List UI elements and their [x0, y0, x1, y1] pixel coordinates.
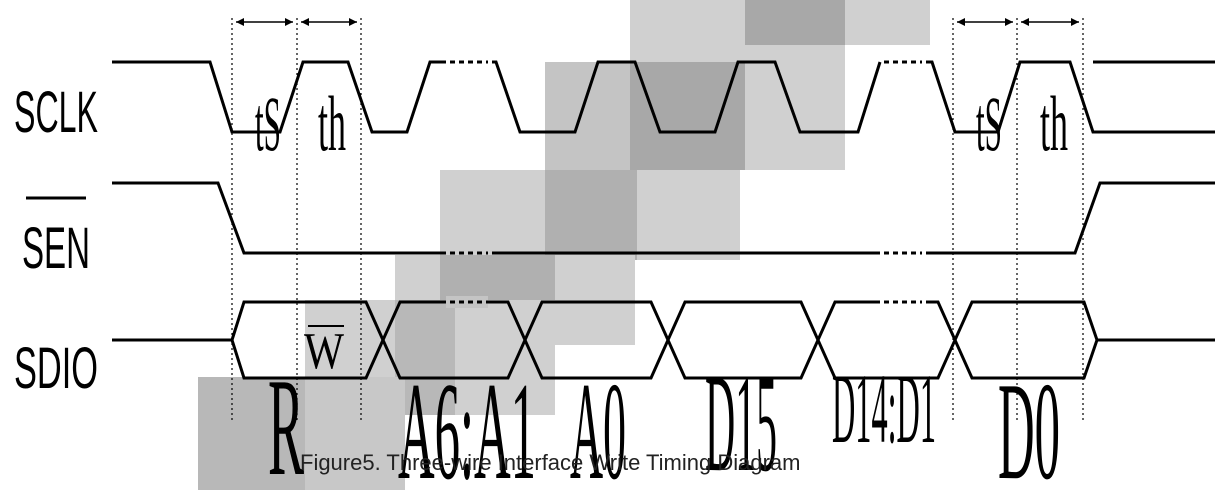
gray-block [630, 62, 745, 170]
hold-time-label-left: th [318, 80, 346, 167]
sdio-field-w: W [304, 323, 344, 380]
sdio-label: SDIO [14, 336, 98, 401]
gray-block [545, 170, 637, 260]
sclk-wave [492, 60, 882, 134]
sen-waveform [112, 181, 1215, 255]
setup-time-label-left: tS [255, 80, 281, 167]
sen-wave [112, 181, 446, 255]
gray-block [745, 0, 845, 45]
sdio-field-d14-d1: D14:D1 [832, 353, 936, 464]
sdio-field-a6-a1: A6:A1 [398, 354, 536, 490]
sdio-waveform [112, 296, 1215, 380]
sen-label: SEN [22, 216, 90, 281]
sdio-field-a0: A0 [570, 354, 626, 490]
sclk-wave [112, 60, 446, 134]
timing-arrows [236, 18, 1079, 26]
sdio-bus-bottom [230, 336, 1099, 380]
setup-time-label-right: tS [976, 80, 1002, 167]
sclk-label: SCLK [14, 80, 98, 145]
sclk-wave [926, 60, 1215, 134]
hold-time-label-right: th [1040, 80, 1068, 167]
sen-wave [926, 181, 1215, 255]
sdio-field-d15: D15 [705, 346, 777, 490]
sdio-field-r: R [268, 350, 304, 490]
sclk-waveform [112, 60, 1215, 134]
gray-overlay-blocks [198, 0, 930, 490]
gray-block [305, 377, 405, 490]
figure-caption: Figure5. Three-wire Interface Write Timi… [300, 450, 800, 475]
sdio-field-d0: D0 [998, 354, 1060, 490]
sdio-gap-mask [446, 296, 488, 308]
